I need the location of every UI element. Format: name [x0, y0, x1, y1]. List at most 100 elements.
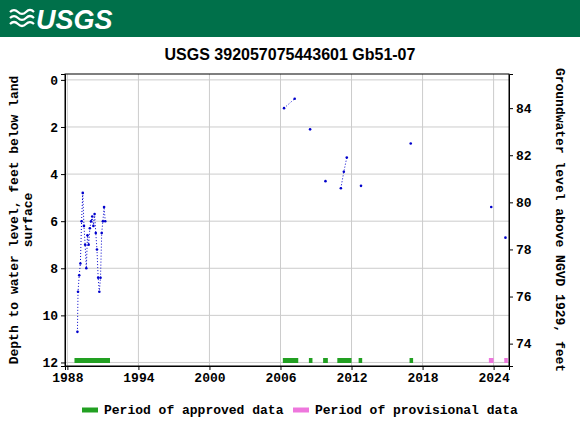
tick-mark	[138, 366, 139, 370]
data-point	[96, 248, 99, 251]
data-point	[76, 331, 79, 334]
logo-icon	[10, 10, 34, 26]
data-point	[98, 291, 101, 294]
tick-mark	[509, 249, 513, 250]
data-point	[79, 262, 82, 265]
tick-label: 6	[50, 215, 58, 230]
data-point	[360, 185, 363, 188]
legend-label: Period of approved data	[104, 403, 284, 418]
grid-line-x	[493, 74, 494, 366]
tick-label: 2	[50, 121, 58, 136]
data-point	[83, 225, 86, 228]
data-point	[93, 213, 96, 216]
tick-mark	[509, 202, 513, 203]
legend-swatch	[82, 408, 98, 413]
grid-line-y	[65, 174, 509, 175]
tick-mark	[509, 297, 513, 298]
plot-area	[74, 97, 507, 363]
tick-label: 4	[50, 168, 58, 183]
data-point	[86, 234, 89, 237]
axis-line	[510, 75, 514, 367]
tick: 80	[509, 196, 532, 211]
tick-mark	[494, 366, 495, 370]
grid-line-x	[280, 74, 281, 366]
tick-mark	[509, 344, 513, 345]
tick: 82	[509, 149, 532, 164]
axis-line	[66, 367, 510, 371]
data-point	[80, 220, 83, 223]
period-bar	[309, 358, 313, 363]
grid-line-y	[65, 79, 509, 80]
grid-line-x	[422, 74, 423, 366]
data-point	[99, 276, 102, 279]
tick-mark	[61, 80, 65, 81]
y2-axis-label: Groundwater level above NGVD 1929, feet	[552, 68, 567, 372]
period-bar	[337, 358, 351, 363]
tick-label: 2024	[478, 371, 509, 386]
tick-mark	[509, 108, 513, 109]
tick: 12	[42, 356, 65, 371]
data-point	[343, 170, 346, 173]
legend-item: Period of provisional data	[293, 403, 518, 418]
tick-label: 74	[516, 337, 532, 352]
y-axis-label-line: surface	[21, 192, 36, 247]
period-bar	[323, 358, 328, 363]
logo-wave	[10, 22, 34, 26]
data-point	[309, 128, 312, 131]
tick-label: 10	[42, 309, 58, 324]
legend-swatch	[293, 408, 309, 413]
tick: 2	[50, 121, 65, 136]
grid-line-y	[65, 268, 509, 269]
tick-label: 12	[42, 356, 58, 371]
tick: 6	[50, 215, 65, 230]
grid-line-y	[65, 315, 509, 316]
data-point	[87, 243, 90, 246]
period-bar	[283, 358, 298, 363]
data-point	[490, 206, 493, 209]
tick: 76	[509, 290, 532, 305]
tick-label: 2000	[194, 371, 225, 386]
tick: 2012	[336, 366, 367, 386]
tick-label: 80	[516, 196, 532, 211]
tick: 10	[42, 309, 65, 324]
data-point	[504, 236, 507, 239]
chart: USGSUSGS 392057075443601 Gb51-0719881994…	[0, 0, 580, 430]
tick-mark	[61, 174, 65, 175]
series-line	[77, 99, 505, 332]
tick-mark	[352, 366, 353, 370]
grid	[65, 74, 509, 366]
tick-mark	[280, 366, 281, 370]
tick: 8	[50, 262, 65, 277]
grid-line-x	[138, 74, 139, 366]
tick-mark	[209, 366, 210, 370]
data-point	[85, 267, 88, 270]
tick-mark	[61, 268, 65, 269]
tick-label: 2012	[336, 371, 367, 386]
data-point	[77, 291, 80, 294]
period-bar	[489, 358, 494, 363]
tick: 78	[509, 243, 532, 258]
data-point	[81, 192, 84, 195]
tick-mark	[61, 221, 65, 222]
tick-mark	[61, 362, 65, 363]
plot-frame	[65, 74, 509, 366]
tick: 1994	[123, 366, 154, 386]
tick: 2018	[407, 366, 438, 386]
y-axis-label: Depth to water level, feet below landsur…	[7, 76, 36, 365]
header-band	[0, 0, 580, 37]
y2-axis: 747678808284	[509, 75, 532, 367]
tick-label: 0	[50, 74, 58, 89]
data-point	[92, 225, 95, 228]
tick-label: 1994	[123, 371, 154, 386]
legend-item: Period of approved data	[82, 403, 284, 418]
grid-line-y	[65, 126, 509, 127]
tick-label: 2006	[265, 371, 296, 386]
grid-line-x	[67, 74, 68, 366]
x-axis: 1988199420002006201220182024	[52, 366, 510, 386]
data-point	[94, 232, 97, 235]
data-point	[97, 276, 100, 279]
tick-mark	[67, 366, 68, 370]
data-point	[324, 180, 327, 183]
tick-label: 78	[516, 243, 532, 258]
axis-line	[61, 75, 66, 367]
